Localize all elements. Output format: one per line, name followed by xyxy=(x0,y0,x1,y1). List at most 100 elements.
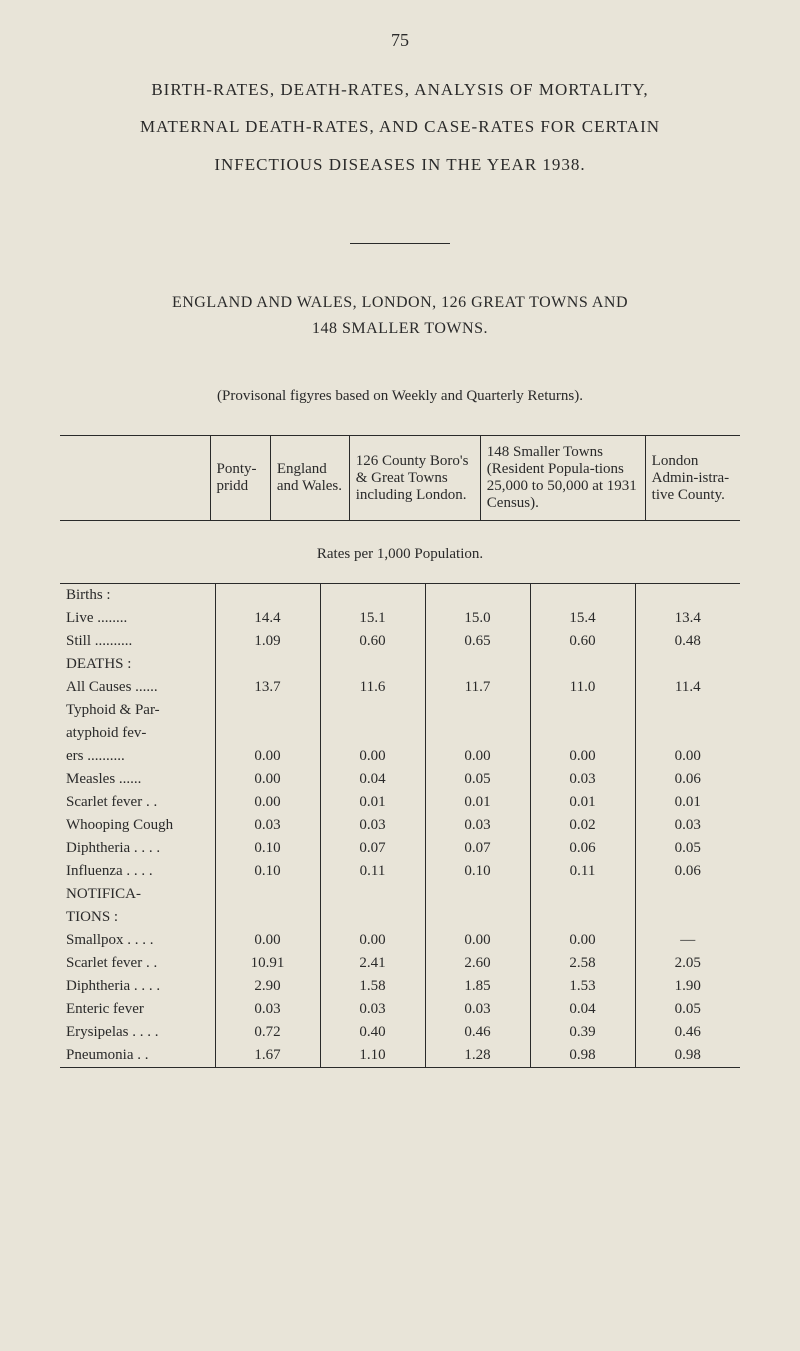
data-cell: 0.00 xyxy=(320,929,425,952)
data-cell xyxy=(530,722,635,745)
data-cell: 0.06 xyxy=(635,768,740,791)
table-row: Births : xyxy=(60,584,740,608)
row-label: Influenza . . . . xyxy=(60,860,215,883)
row-label: Diphtheria . . . . xyxy=(60,975,215,998)
data-cell: 1.10 xyxy=(320,1044,425,1068)
data-cell xyxy=(425,699,530,722)
data-cell: — xyxy=(635,929,740,952)
row-label: atyphoid fev- xyxy=(60,722,215,745)
title-line1: BIRTH-RATES, DEATH-RATES, ANALYSIS OF MO… xyxy=(60,71,740,108)
data-cell xyxy=(320,722,425,745)
table-row: ers ..........0.000.000.000.000.00 xyxy=(60,745,740,768)
data-cell: 0.11 xyxy=(530,860,635,883)
table-row: All Causes ......13.711.611.711.011.4 xyxy=(60,676,740,699)
data-cell xyxy=(530,653,635,676)
row-label: Measles ...... xyxy=(60,768,215,791)
header-cell-pontypridd: Ponty-pridd xyxy=(210,436,270,521)
data-cell xyxy=(215,653,320,676)
data-cell: 0.00 xyxy=(215,745,320,768)
row-label: Still .......... xyxy=(60,630,215,653)
header-cell-126-towns: 126 County Boro's & Great Towns includin… xyxy=(349,436,480,521)
data-cell: 0.05 xyxy=(425,768,530,791)
data-cell: 0.01 xyxy=(530,791,635,814)
data-cell xyxy=(635,653,740,676)
data-cell xyxy=(215,699,320,722)
table-row: Typhoid & Par- xyxy=(60,699,740,722)
header-cell-england-wales: England and Wales. xyxy=(270,436,349,521)
data-cell: 0.48 xyxy=(635,630,740,653)
data-cell: 0.03 xyxy=(425,814,530,837)
data-cell: 0.04 xyxy=(530,998,635,1021)
column-header-table: Ponty-pridd England and Wales. 126 Count… xyxy=(60,435,740,521)
data-cell: 1.28 xyxy=(425,1044,530,1068)
data-cell: 0.40 xyxy=(320,1021,425,1044)
data-cell xyxy=(320,653,425,676)
data-cell: 0.06 xyxy=(530,837,635,860)
row-label: Scarlet fever . . xyxy=(60,791,215,814)
data-cell: 11.0 xyxy=(530,676,635,699)
data-cell xyxy=(635,906,740,929)
data-cell: 1.85 xyxy=(425,975,530,998)
data-cell: 0.39 xyxy=(530,1021,635,1044)
data-cell: 0.00 xyxy=(215,929,320,952)
table-row: Scarlet fever . .0.000.010.010.010.01 xyxy=(60,791,740,814)
data-cell: 1.09 xyxy=(215,630,320,653)
data-cell xyxy=(320,883,425,906)
provisional-note: (Provisonal figyres based on Weekly and … xyxy=(60,388,740,405)
data-cell: 0.00 xyxy=(215,791,320,814)
rates-caption: Rates per 1,000 Population. xyxy=(60,546,740,563)
row-label: Typhoid & Par- xyxy=(60,699,215,722)
header-cell-london: London Admin-istra-tive County. xyxy=(645,436,740,521)
data-cell: 11.4 xyxy=(635,676,740,699)
data-cell: 0.10 xyxy=(425,860,530,883)
data-cell: 0.46 xyxy=(425,1021,530,1044)
data-cell: 0.72 xyxy=(215,1021,320,1044)
data-cell xyxy=(320,906,425,929)
data-cell: 0.07 xyxy=(425,837,530,860)
data-cell: 0.98 xyxy=(530,1044,635,1068)
data-cell: 0.00 xyxy=(530,929,635,952)
data-cell: 2.60 xyxy=(425,952,530,975)
row-label: Scarlet fever . . xyxy=(60,952,215,975)
table-row: atyphoid fev- xyxy=(60,722,740,745)
data-cell: 0.65 xyxy=(425,630,530,653)
table-row: NOTIFICA- xyxy=(60,883,740,906)
data-cell xyxy=(635,699,740,722)
row-label: TIONS : xyxy=(60,906,215,929)
data-cell: 0.04 xyxy=(320,768,425,791)
data-cell: 0.05 xyxy=(635,998,740,1021)
data-cell xyxy=(425,883,530,906)
row-label: All Causes ...... xyxy=(60,676,215,699)
data-cell: 1.58 xyxy=(320,975,425,998)
data-cell: 0.98 xyxy=(635,1044,740,1068)
data-cell: 2.41 xyxy=(320,952,425,975)
data-cell: 15.4 xyxy=(530,607,635,630)
table-row: Whooping Cough0.030.030.030.020.03 xyxy=(60,814,740,837)
row-label: Erysipelas . . . . xyxy=(60,1021,215,1044)
table-row: Scarlet fever . .10.912.412.602.582.05 xyxy=(60,952,740,975)
data-cell: 15.1 xyxy=(320,607,425,630)
data-cell xyxy=(425,653,530,676)
row-label: Pneumonia . . xyxy=(60,1044,215,1068)
data-cell xyxy=(425,584,530,608)
data-cell: 0.46 xyxy=(635,1021,740,1044)
table-row: Still ..........1.090.600.650.600.48 xyxy=(60,630,740,653)
data-cell: 0.00 xyxy=(320,745,425,768)
data-cell: 0.01 xyxy=(635,791,740,814)
row-label: ers .......... xyxy=(60,745,215,768)
row-label: Smallpox . . . . xyxy=(60,929,215,952)
data-cell: 0.00 xyxy=(425,929,530,952)
data-cell: 13.7 xyxy=(215,676,320,699)
table-row: Smallpox . . . .0.000.000.000.00— xyxy=(60,929,740,952)
data-cell: 0.03 xyxy=(215,998,320,1021)
data-cell: 1.90 xyxy=(635,975,740,998)
data-cell: 0.03 xyxy=(530,768,635,791)
data-cell xyxy=(530,584,635,608)
table-row: Pneumonia . .1.671.101.280.980.98 xyxy=(60,1044,740,1068)
data-cell: 0.00 xyxy=(530,745,635,768)
data-cell: 2.58 xyxy=(530,952,635,975)
data-cell: 14.4 xyxy=(215,607,320,630)
data-cell: 0.00 xyxy=(215,768,320,791)
subtitle-line1: ENGLAND AND WALES, LONDON, 126 GREAT TOW… xyxy=(60,294,740,312)
data-cell: 0.60 xyxy=(530,630,635,653)
